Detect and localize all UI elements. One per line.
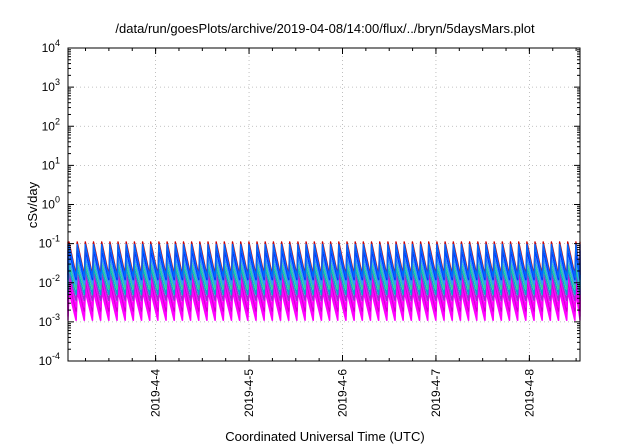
- y-tick-label: 10-4: [39, 351, 60, 368]
- y-tick-label: 103: [42, 77, 60, 94]
- x-axis-label: Coordinated Universal Time (UTC): [225, 429, 424, 444]
- x-axis: 2019-4-4 2019-4-5 2019-4-6 2019-4-7 2019-4-8: [85, 48, 577, 417]
- y-tick-label: 10-1: [39, 234, 60, 251]
- chart-title: /data/run/goesPlots/archive/2019-04-08/1…: [115, 21, 535, 36]
- x-tick-label: 2019-4-5: [242, 369, 256, 417]
- x-tick-label: 2019-4-4: [149, 369, 163, 417]
- x-tick-label: 2019-4-7: [429, 369, 443, 417]
- grid: [68, 48, 580, 361]
- x-tick-label: 2019-4-6: [335, 369, 349, 417]
- series-group: [67, 241, 581, 321]
- y-tick-label: 10-2: [39, 273, 60, 290]
- y-axis: 10-4 10-3 10-2 10-1 100 101 102 103 104: [39, 38, 580, 368]
- series-line: [67, 243, 581, 278]
- y-tick-label: 101: [42, 155, 60, 172]
- y-tick-label: 102: [42, 116, 60, 133]
- y-tick-label: 100: [42, 195, 60, 212]
- y-tick-label: 104: [42, 38, 60, 55]
- y-axis-label: cSv/day: [25, 181, 40, 228]
- y-tick-label: 10-3: [39, 312, 60, 329]
- x-tick-label: 2019-4-8: [522, 369, 536, 417]
